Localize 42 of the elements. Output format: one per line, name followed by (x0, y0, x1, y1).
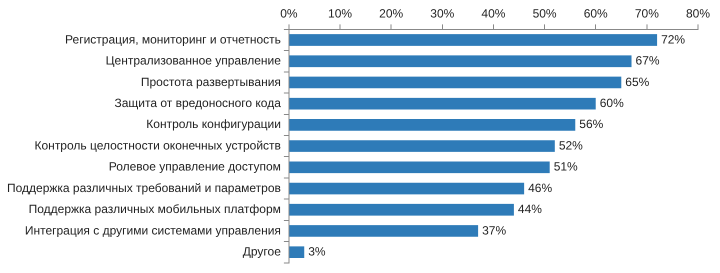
x-tick-label: 50% (532, 6, 557, 21)
y-tick-label: Регистрация, мониторинг и отчетность (65, 32, 281, 46)
x-tick-label: 60% (584, 6, 608, 21)
data-label: 52% (558, 138, 584, 152)
x-tick-label: 40% (481, 6, 506, 21)
x-tick-label: 70% (634, 6, 660, 21)
y-tick-label: Контроль конфигурации (146, 117, 281, 132)
x-tick-label: 30% (430, 6, 455, 21)
data-label: 56% (579, 117, 604, 132)
bar (289, 204, 514, 216)
bar (289, 98, 596, 110)
y-tick-label: Поддержка различных мобильных платформ (28, 202, 281, 216)
data-label: 72% (661, 32, 686, 46)
data-label: 51% (554, 160, 578, 174)
y-tick-label: Простота развертывания (140, 74, 281, 89)
data-label: 46% (528, 180, 552, 195)
x-tick-label: 20% (379, 6, 404, 21)
data-label: 44% (518, 202, 542, 216)
bar (289, 246, 304, 258)
y-tick-label: Защита от вредоносного кода (114, 96, 282, 110)
data-label: 67% (636, 54, 660, 68)
bar (289, 76, 622, 88)
data-label: 60% (600, 96, 624, 110)
x-tick-label: 0% (280, 6, 298, 21)
bar (289, 34, 658, 46)
bar (289, 161, 550, 174)
y-tick-label: Ролевое управление доступом (108, 160, 281, 174)
y-tick-label: Централизованное управление (106, 54, 282, 68)
data-label: 3% (308, 244, 326, 259)
bar (289, 140, 555, 152)
y-tick-label: Контроль целостности оконечных устройств (34, 138, 281, 152)
bar (289, 225, 478, 237)
x-tick-label: 10% (328, 6, 352, 21)
bar (289, 55, 632, 68)
data-label: 65% (625, 74, 650, 89)
y-tick-label: Поддержка различных требований и параметров (6, 180, 281, 195)
y-tick-label: Интеграция с другими системами управления (24, 223, 281, 238)
data-label: 37% (482, 223, 506, 238)
bar (289, 182, 524, 194)
x-tick-label: 80% (686, 6, 710, 21)
bar (289, 119, 576, 131)
y-tick-label: Другое (242, 244, 282, 259)
